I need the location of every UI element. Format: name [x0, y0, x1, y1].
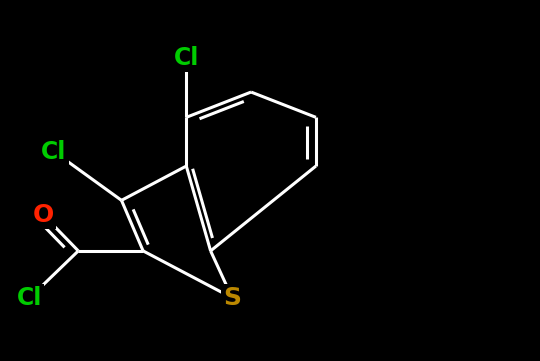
- Text: S: S: [223, 286, 241, 310]
- Text: Cl: Cl: [174, 46, 199, 70]
- Text: Cl: Cl: [42, 140, 66, 164]
- Text: O: O: [32, 203, 54, 227]
- Text: Cl: Cl: [17, 286, 42, 310]
